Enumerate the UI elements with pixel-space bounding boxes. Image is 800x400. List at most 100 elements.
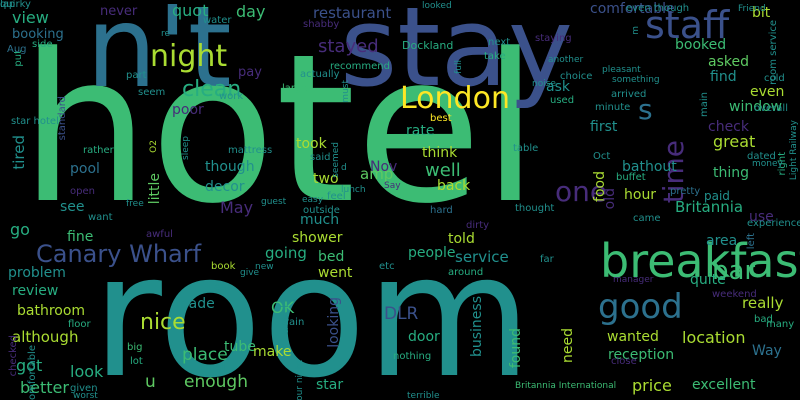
word-ok: OK [271, 298, 295, 317]
word-found: found [508, 328, 524, 369]
word-small: small [200, 362, 227, 373]
word-booked: booked [675, 37, 727, 53]
word-clean: clean [182, 77, 242, 102]
word-check: check [708, 119, 749, 135]
word-checked: checked [8, 335, 19, 377]
word-breakfast: breakfast [600, 234, 800, 288]
word-room: room [92, 218, 532, 400]
word-m: m [631, 26, 641, 35]
word-staying: staying [535, 33, 572, 44]
word-free: free [126, 199, 144, 209]
word-given: given [70, 383, 98, 394]
word-friend: Friend [738, 4, 766, 14]
word-weekend: weekend [712, 289, 757, 300]
word-s: s [638, 93, 653, 126]
word-recommend: recommend [330, 61, 390, 72]
word-stay: stay [340, 0, 573, 111]
word-night: night [150, 39, 228, 74]
word-tube: tube [224, 339, 256, 355]
word-decor: decor [205, 179, 245, 195]
word-looking: looking [326, 297, 342, 348]
word-part: part [126, 70, 147, 81]
word-said: said [310, 152, 331, 163]
word-actually: actually [300, 69, 340, 80]
word-easy: easy [302, 195, 324, 205]
word-u: u [145, 372, 156, 392]
word-two: two [313, 171, 339, 187]
word-need: need [560, 328, 576, 363]
word-far: far [540, 254, 554, 265]
word-old: old [602, 188, 618, 210]
word-got: got [16, 356, 43, 375]
word-first: first [590, 119, 618, 135]
word-see: see [60, 199, 85, 215]
word-aug: Aug [7, 44, 27, 55]
word-bathroom: bathroom [17, 303, 86, 319]
word-bar: bar [712, 256, 756, 286]
word-asked: asked [708, 54, 749, 70]
word-o2: O2 [149, 140, 159, 153]
word-minute: minute [595, 102, 631, 113]
word-find: find [710, 69, 737, 85]
word-pay: pay [238, 65, 262, 80]
word-much: much [300, 212, 340, 228]
word-great: great [713, 132, 756, 151]
word-made: made [175, 296, 215, 312]
word-review: review [12, 283, 59, 299]
word-booking: booking [12, 27, 64, 42]
word-look: look [70, 362, 104, 381]
word-awful: awful [146, 229, 173, 240]
word-door: door [408, 329, 440, 345]
word-something: something [612, 75, 660, 85]
word-give: give [240, 268, 260, 278]
word-noise: noise [532, 79, 556, 89]
word-dockland: Dockland [402, 39, 454, 52]
word-left: left [746, 233, 757, 250]
word-big: big [127, 342, 143, 353]
word-pleasant: pleasant [602, 65, 641, 75]
word-pretty: pretty [670, 186, 701, 197]
word-britannia: Britannia [675, 198, 744, 216]
word-n-t: n't [86, 0, 232, 113]
word-overall: overall [754, 103, 788, 114]
word-though: though [205, 159, 255, 175]
word-bathout: bathout [622, 159, 677, 175]
word-many: many [766, 319, 795, 330]
word-even: even [750, 84, 785, 100]
word-go: go [10, 220, 30, 239]
word-hour: hour [624, 187, 657, 203]
word-told: told [448, 231, 475, 247]
word-side: side [32, 39, 53, 50]
word-uncomfortable: uncomfortable [27, 345, 38, 400]
word-use: use [749, 209, 774, 225]
word-floor: floor [68, 319, 91, 330]
word-say: Say [384, 181, 401, 191]
word-quirky: quirky [0, 0, 31, 10]
word-money: money [752, 159, 783, 169]
word-outside: outside [303, 205, 340, 216]
word-cold: cold [764, 73, 785, 84]
word-hard: hard [430, 205, 453, 216]
word-went: went [318, 265, 353, 281]
word-although: although [12, 328, 79, 346]
word-book: book [211, 261, 236, 272]
word-dated: dated [747, 151, 776, 162]
word-bad: bad [754, 314, 773, 325]
word-thought: thought [515, 203, 555, 214]
word-staff: staff [645, 3, 730, 47]
word-place: place [182, 345, 228, 365]
word-feel: feel [327, 191, 346, 202]
word-standard: standard [57, 96, 68, 141]
word-reception: reception [608, 347, 675, 363]
word-going: going [265, 244, 307, 262]
word-wanted: wanted [607, 329, 659, 345]
word-main: main [699, 92, 710, 117]
word-another: another [548, 55, 584, 65]
word-seem: seem [138, 87, 166, 98]
word-problem: problem [8, 265, 66, 281]
word-take: take [484, 51, 506, 62]
word-water: water [203, 15, 232, 26]
word-terrible: terrible [407, 391, 440, 400]
word-buffet: buffet [616, 172, 646, 183]
